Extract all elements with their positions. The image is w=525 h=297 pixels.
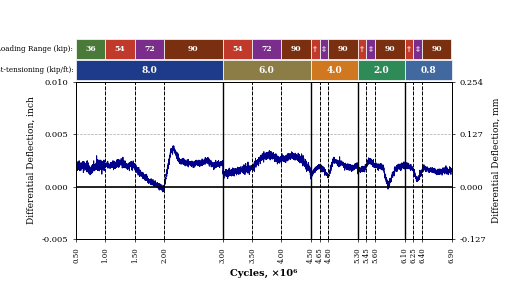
Text: 0.8: 0.8: [420, 66, 436, 75]
Text: Loading Range (kip):: Loading Range (kip):: [0, 45, 74, 53]
Text: 90: 90: [385, 45, 395, 53]
Text: 90: 90: [188, 45, 199, 53]
Text: 8.0: 8.0: [142, 66, 157, 75]
Text: 72: 72: [261, 45, 272, 53]
Text: 90: 90: [338, 45, 348, 53]
Text: 90: 90: [291, 45, 301, 53]
Text: 90: 90: [432, 45, 442, 53]
Text: ‡: ‡: [322, 45, 326, 53]
Text: 54: 54: [115, 45, 125, 53]
Y-axis label: Differential Deflection, mm: Differential Deflection, mm: [492, 98, 501, 223]
Text: 2.0: 2.0: [373, 66, 389, 75]
Text: ‡: ‡: [369, 45, 373, 53]
Text: Post-tensioning (kip/ft):: Post-tensioning (kip/ft):: [0, 67, 74, 74]
Text: †: †: [313, 45, 317, 53]
Text: †: †: [360, 45, 364, 53]
Text: 54: 54: [232, 45, 243, 53]
Text: 6.0: 6.0: [259, 66, 275, 75]
Text: 36: 36: [86, 45, 96, 53]
Text: 4.0: 4.0: [327, 66, 342, 75]
Text: †: †: [407, 45, 411, 53]
Y-axis label: Differential Deflection, inch: Differential Deflection, inch: [27, 97, 36, 224]
Text: 72: 72: [144, 45, 155, 53]
X-axis label: Cycles, ×10⁶: Cycles, ×10⁶: [230, 269, 298, 278]
Text: ‡: ‡: [416, 45, 420, 53]
